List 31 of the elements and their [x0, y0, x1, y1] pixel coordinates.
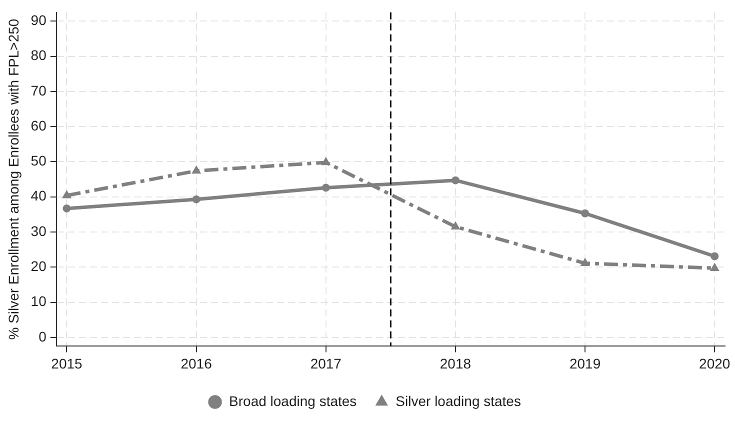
point: [451, 176, 460, 184]
y-axis-title: % Silver Enrollment among Enrollees with FPL>250: [5, 18, 22, 340]
x-tick-label: 2020: [699, 355, 730, 372]
y-tick-label: 30: [30, 222, 47, 239]
point: [322, 157, 330, 166]
x-tick-label: 2015: [51, 355, 83, 372]
x-tick-label: 2018: [440, 355, 472, 372]
point: [451, 222, 460, 230]
x-tick-label: 2017: [310, 355, 342, 372]
point: [62, 190, 72, 198]
point: [710, 252, 719, 260]
y-tick-label: 50: [30, 152, 47, 169]
legend-label: Broad loading states: [229, 392, 357, 409]
y-tick-label: 20: [30, 258, 47, 274]
point: [62, 204, 71, 212]
y-tick-label: 90: [30, 12, 47, 28]
point: [581, 209, 590, 218]
y-tick-label: 70: [30, 82, 47, 98]
x-tick-label: 2019: [569, 355, 601, 372]
y-tick-label: 10: [30, 293, 47, 310]
y-tick-label: 80: [30, 47, 47, 64]
point: [192, 195, 200, 204]
legend-label: Silver loading states: [396, 392, 521, 409]
point: [322, 184, 330, 192]
point: [580, 258, 590, 266]
y-tick-label: 60: [30, 117, 47, 134]
y-tick-label: 40: [30, 188, 47, 204]
x-tick-label: 2016: [180, 355, 212, 372]
y-tick-label: 0: [38, 328, 47, 344]
point: [192, 166, 201, 174]
point: [710, 263, 720, 271]
